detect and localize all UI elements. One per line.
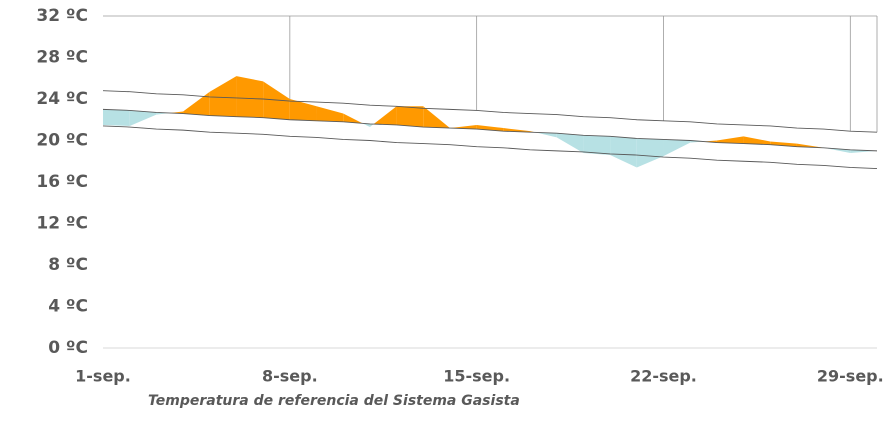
- band-line: [102, 108, 878, 152]
- y-tick-label: 32 ºC: [36, 6, 88, 26]
- x-tick-label: 1-sep.: [75, 367, 131, 386]
- x-tick-label: 22-sep.: [630, 367, 697, 386]
- deviation-area: [583, 135, 611, 156]
- y-tick-label: 16 ºC: [36, 172, 88, 192]
- deviation-area: [535, 132, 557, 138]
- x-tick-label: 15-sep.: [443, 367, 510, 386]
- deviation-area: [636, 138, 664, 168]
- deviation-area: [263, 81, 290, 120]
- deviation-area: [850, 149, 877, 153]
- caption: Temperatura de referencia del Sistema Ga…: [148, 393, 520, 409]
- deviation-area: [743, 136, 771, 145]
- deviation-area: [362, 123, 370, 128]
- band-line: [102, 90, 878, 133]
- deviation-area: [343, 113, 363, 124]
- y-tick-label: 4 ºC: [48, 297, 88, 317]
- deviation-area: [396, 106, 424, 128]
- band-line: [102, 125, 878, 169]
- deviation-area: [183, 91, 210, 116]
- y-tick-label: 0 ºC: [48, 338, 88, 358]
- deviation-area: [103, 109, 130, 126]
- deviation-area: [823, 147, 851, 153]
- deviation-area: [423, 106, 450, 129]
- deviation-area: [556, 133, 584, 153]
- deviation-area: [770, 141, 797, 147]
- deviation-area: [610, 136, 637, 168]
- x-tick-label: 8-sep.: [262, 367, 318, 386]
- y-tick-label: 8 ºC: [48, 255, 88, 275]
- y-tick-label: 24 ºC: [36, 89, 88, 109]
- deviation-area: [209, 76, 237, 117]
- deviation-area: [716, 136, 744, 144]
- y-tick-label: 12 ºC: [36, 214, 88, 234]
- x-tick-label: 29-sep.: [817, 367, 884, 386]
- deviation-area: [316, 106, 344, 122]
- deviation-area: [289, 99, 317, 121]
- y-tick-label: 28 ºC: [36, 48, 88, 68]
- deviation-area: [236, 76, 264, 118]
- deviation-area: [369, 123, 374, 128]
- deviation-area: [129, 110, 157, 126]
- deviation-area: [373, 106, 397, 125]
- deviation-area: [663, 139, 691, 157]
- deviation-area: [476, 124, 504, 132]
- y-tick-label: 20 ºC: [36, 131, 88, 151]
